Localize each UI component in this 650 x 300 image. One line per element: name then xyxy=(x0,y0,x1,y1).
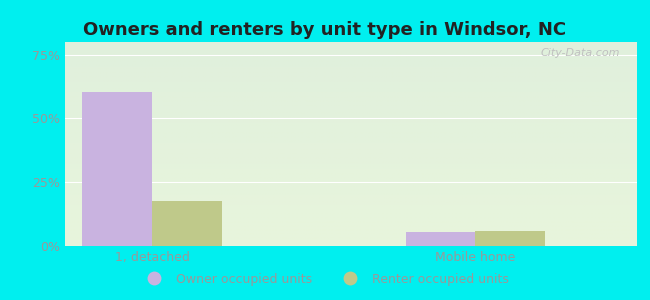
Text: Owners and renters by unit type in Windsor, NC: Owners and renters by unit type in Winds… xyxy=(83,21,567,39)
Bar xyxy=(406,232,475,246)
Text: City-Data.com: City-Data.com xyxy=(540,48,620,58)
Bar xyxy=(475,231,545,246)
Bar xyxy=(152,201,222,246)
Legend: Owner occupied units, Renter occupied units: Owner occupied units, Renter occupied un… xyxy=(136,268,514,291)
Bar xyxy=(83,92,152,246)
